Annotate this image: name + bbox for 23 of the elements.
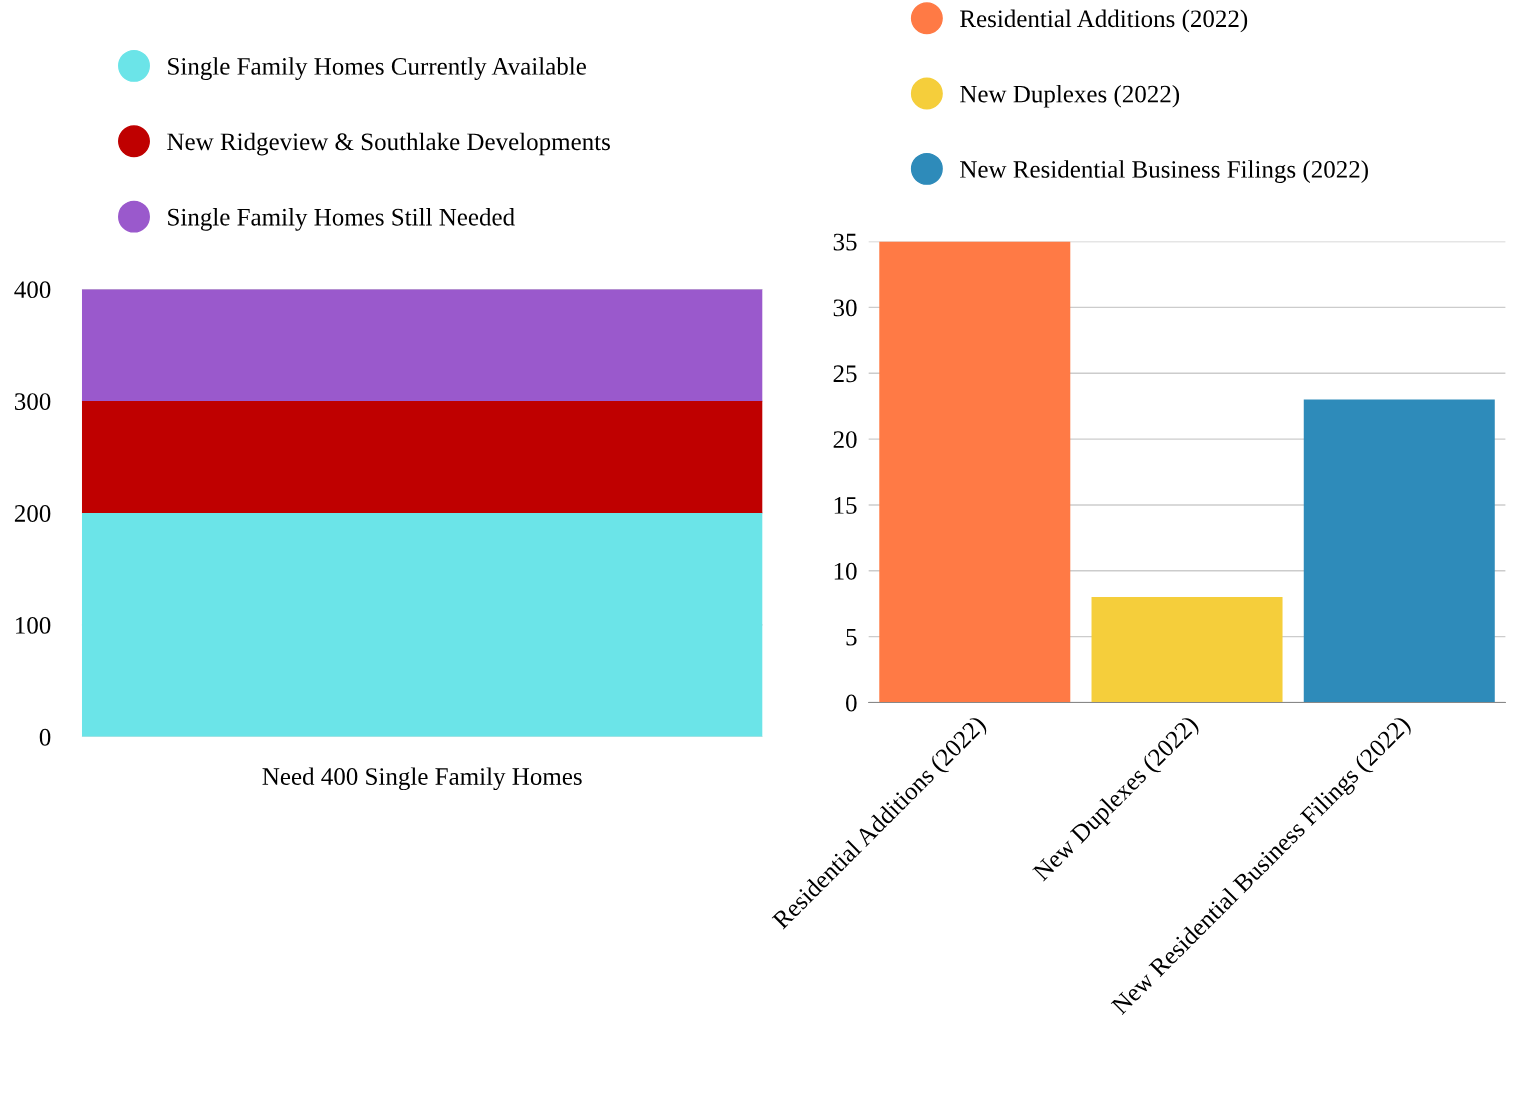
- bar: [81, 289, 763, 402]
- y-tick-label: 0: [39, 728, 51, 746]
- y-tick-label: 0: [846, 694, 857, 712]
- y-tick-label: 15: [834, 497, 857, 514]
- legend-label: New Ridgeview & Southlake Developments: [167, 132, 610, 156]
- y-tick-label: 200: [14, 505, 51, 522]
- y-tick-label: 25: [833, 365, 857, 383]
- x-tick-label: Need 400 Single Family Homes: [262, 767, 582, 791]
- legend-label: New Residential Business Filings (2022): [960, 160, 1368, 183]
- y-tick-label: 20: [833, 431, 857, 448]
- legend-label: Single Family Homes Still Needed: [168, 208, 515, 231]
- bar: [81, 513, 763, 737]
- y-tick-label: 400: [14, 281, 51, 299]
- legend-label: Residential Additions (2022): [960, 9, 1248, 33]
- y-tick-label: 30: [833, 299, 857, 317]
- legend-label: New Duplexes (2022): [960, 84, 1180, 108]
- y-tick-label: 35: [833, 233, 857, 251]
- y-tick-label: 100: [16, 616, 51, 634]
- legend-label: Single Family Homes Currently Available: [168, 57, 586, 80]
- y-tick-label: 10: [834, 562, 857, 580]
- y-tick-label: 5: [846, 628, 857, 646]
- bar: [81, 401, 763, 513]
- y-tick-label: 300: [15, 393, 51, 411]
